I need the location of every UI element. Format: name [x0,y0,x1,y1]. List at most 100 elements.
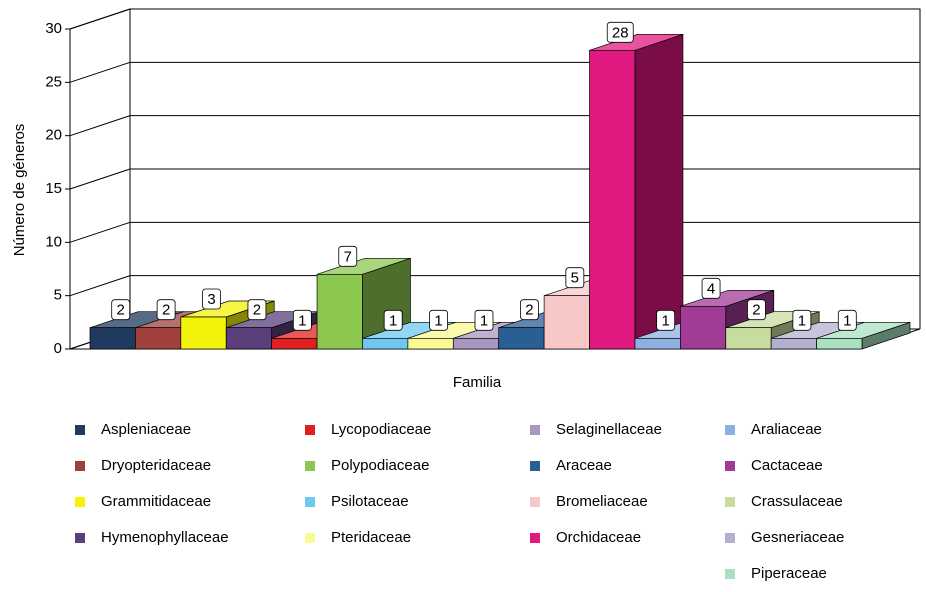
bar-front [362,337,409,350]
legend-label: Crassulaceae [751,493,843,510]
bar-front [89,327,136,350]
legend-label: Piperaceae [751,565,827,582]
data-label: 5 [571,270,579,287]
legend-label: Polypodiaceae [331,457,429,474]
legend-label: Psilotaceae [331,493,409,510]
data-label: 2 [253,302,261,319]
grid-line [69,168,920,190]
bar-front [271,337,318,350]
bar-front [498,327,545,350]
legend-label: Araceae [556,457,612,474]
data-label: 1 [661,312,669,329]
data-label-box [111,299,131,321]
bar-front [407,337,454,350]
legend-swatch [305,425,315,435]
bar-front [225,327,272,350]
data-label: 28 [612,24,629,41]
legend-label: Bromeliaceae [556,493,648,510]
grid-line [69,221,920,243]
legend-swatch [75,461,85,471]
x-axis-title: Familia [453,374,502,391]
bar-front [770,337,817,350]
bar-front [816,337,863,350]
legend-swatch [530,497,540,507]
data-label: 2 [162,302,170,319]
bar-front [589,49,636,350]
data-label: 2 [117,302,125,319]
data-label-box [701,277,721,299]
grid-line [69,115,920,137]
legend-swatch [305,497,315,507]
bar-front [135,327,182,350]
y-tick-label: 10 [45,233,62,250]
data-label-box [474,309,494,331]
data-label-box [202,288,221,310]
data-label: 2 [525,302,533,319]
legend-swatch [75,425,85,435]
data-label-box [383,309,403,331]
y-tick-label: 20 [45,127,62,144]
data-label: 2 [752,302,760,319]
legend-swatch [725,425,735,435]
legend-swatch [75,533,85,543]
bar-front [543,295,590,350]
bar-front [180,316,227,350]
data-label: 1 [480,312,488,329]
legend-swatch [530,425,540,435]
data-label-box [792,309,812,331]
grid-line [69,8,920,30]
data-label: 1 [389,312,397,329]
legend-swatch [530,533,540,543]
bar-front [680,305,727,350]
data-label: 7 [344,248,352,265]
legend-swatch [305,461,315,471]
data-label-box [156,299,176,321]
grid-line [69,61,920,83]
data-label-box [338,245,358,267]
data-label-box [429,309,448,331]
legend-swatch [725,569,735,579]
data-label-box [565,267,585,289]
data-label-box [292,309,312,331]
legend-label: Lycopodiaceae [331,421,431,438]
legend-label: Gesneriaceae [751,529,844,546]
y-axis-title: Número de géneros [11,124,28,257]
bar-front [634,337,681,350]
legend-swatch [725,533,735,543]
data-label-box [837,309,857,331]
data-label: 1 [843,312,851,329]
legend-swatch [305,533,315,543]
legend-label: Aspleniaceae [101,421,191,438]
legend-label: Orchidaceae [556,529,641,546]
data-label: 1 [434,312,442,329]
bar [589,33,684,350]
legend-label: Araliaceae [751,421,822,438]
legend-label: Grammitidaceae [101,493,211,510]
legend-label: Pteridaceae [331,529,411,546]
y-tick-label: 15 [45,180,62,197]
y-tick-label: 25 [45,73,62,90]
bar-side [634,33,684,350]
legend-swatch [725,497,735,507]
bar-front [725,327,772,350]
data-label-box [747,299,766,321]
bar [816,321,911,350]
legend-label: Dryopteridaceae [101,457,211,474]
data-label-box [247,299,267,321]
data-label-box [520,299,539,321]
grid-line [69,275,920,297]
y-tick-label: 0 [54,340,62,357]
data-label: 1 [298,312,306,329]
legend-swatch [725,461,735,471]
legend-swatch [530,461,540,471]
y-tick-label: 30 [45,20,62,37]
legend-label: Hymenophyllaceae [101,529,229,546]
legend-swatch [75,497,85,507]
y-tick-label: 5 [54,287,62,304]
bar-front [316,273,363,350]
data-label-box [656,309,676,331]
bar-front [452,337,500,350]
data-label: 1 [798,312,806,329]
legend-label: Cactaceae [751,457,823,474]
